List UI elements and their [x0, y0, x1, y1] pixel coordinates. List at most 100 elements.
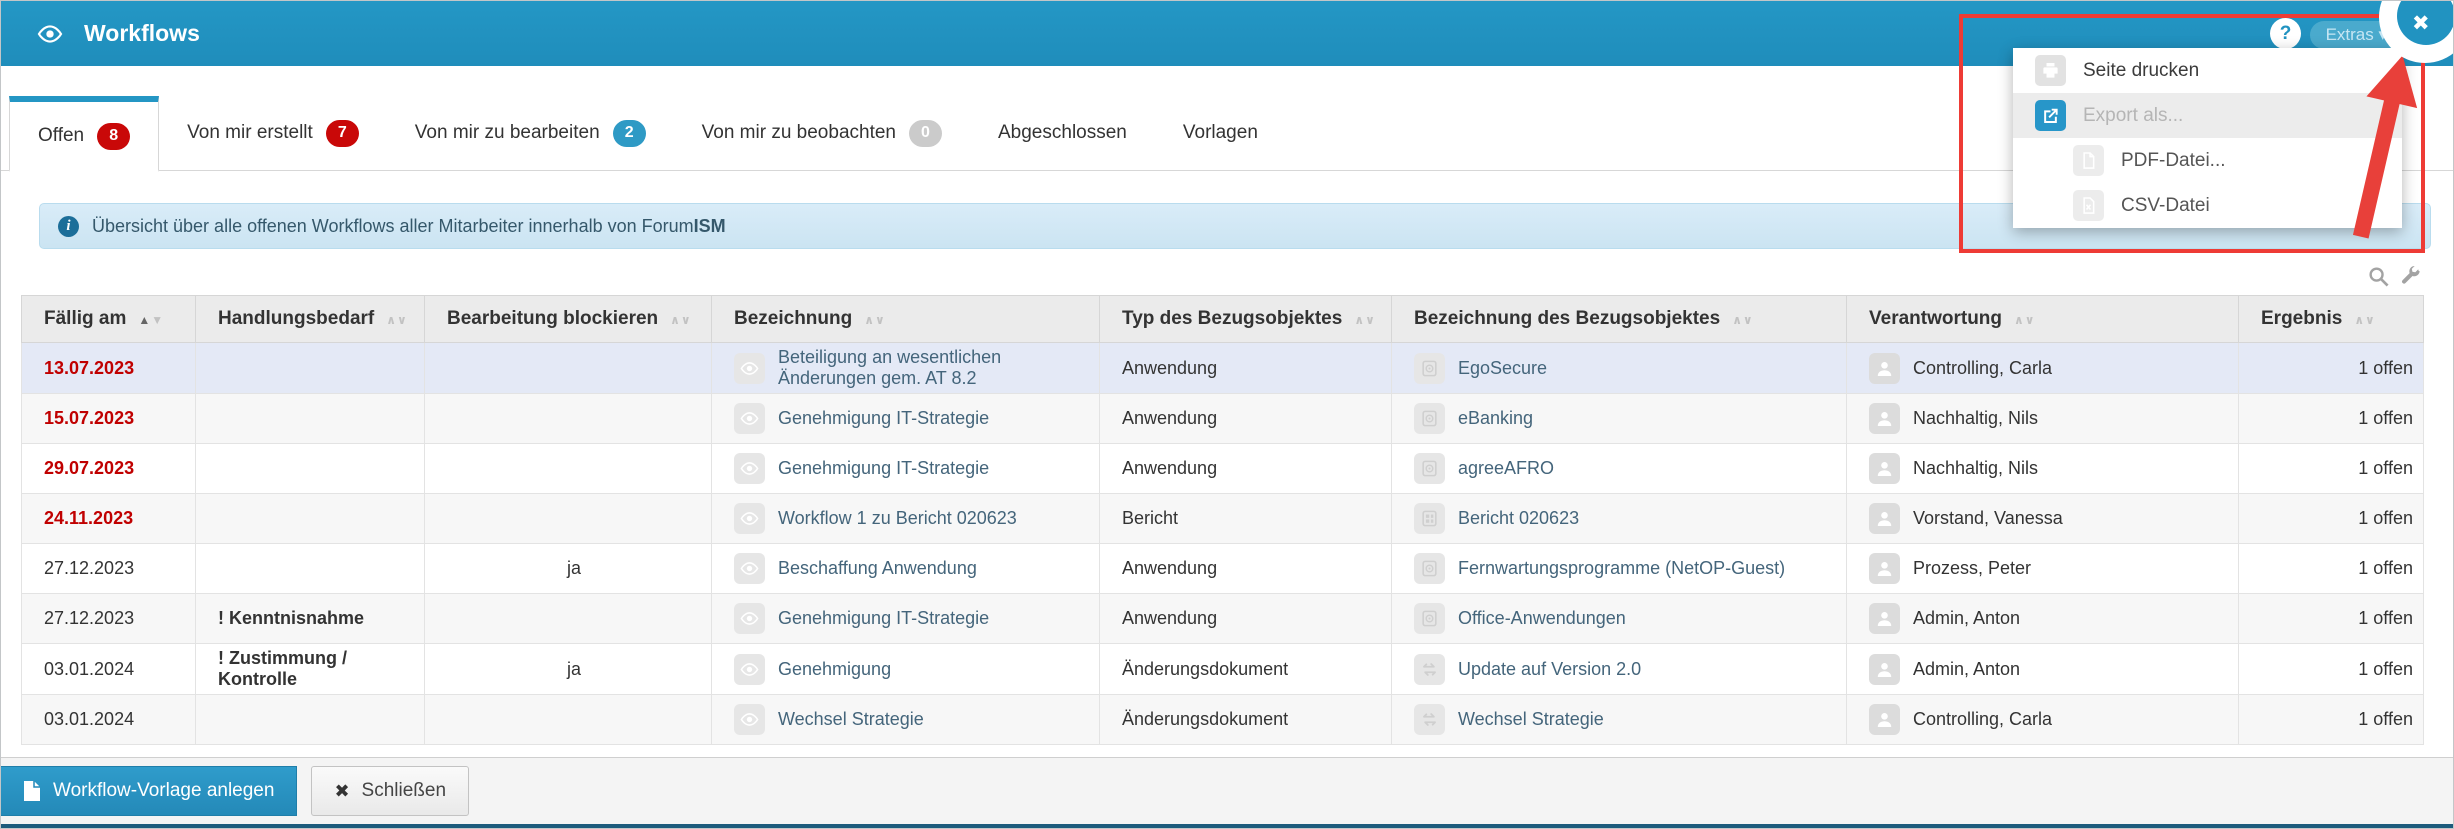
workflow-link[interactable]: Wechsel Strategie — [778, 709, 924, 729]
person-icon — [1869, 603, 1900, 634]
sort-icon[interactable]: ∧∨ — [386, 313, 408, 327]
sort-icon[interactable]: ∧∨ — [2354, 313, 2376, 327]
sort-icon[interactable]: ▲▼ — [138, 313, 165, 327]
tab-offen[interactable]: Offen 8 — [9, 96, 160, 172]
person-name[interactable]: Prozess, Peter — [1913, 558, 2032, 578]
column-header[interactable]: Bearbeitung blockieren ∧∨ — [424, 295, 712, 343]
cell-handlungsbedarf: ! Kenntnisnahme — [195, 593, 425, 644]
workflow-link[interactable]: Beteiligung an wesentlichen Änderungen g… — [778, 347, 1002, 388]
window-close-button[interactable]: ✖ — [2397, 1, 2453, 45]
create-workflow-template-button[interactable]: Workflow-Vorlage anlegen — [1, 766, 298, 816]
tab-von-mir-erstellt[interactable]: Von mir erstellt 7 — [159, 96, 387, 170]
help-button[interactable]: ? — [2270, 18, 2301, 49]
column-header[interactable]: Bezeichnung ∧∨ — [711, 295, 1100, 343]
workflow-link[interactable]: Genehmigung IT-Strategie — [778, 408, 990, 428]
app-icon — [1414, 352, 1445, 384]
menu-item-csv-datei[interactable]: CSV-Datei — [2013, 183, 2402, 228]
sort-icon[interactable]: ∧∨ — [1354, 313, 1376, 327]
menu-item-export-als[interactable]: Export als... — [2013, 93, 2402, 138]
cell-verantwortung[interactable]: Admin, Anton — [1846, 593, 2239, 644]
person-name[interactable]: Vorstand, Vanessa — [1913, 508, 2063, 528]
table-header-row: Fällig am ▲▼ Handlungsbedarf ∧∨ Bearbeitung … — [21, 295, 2424, 343]
sort-icon[interactable]: ∧∨ — [670, 313, 692, 327]
tab-vorlagen[interactable]: Vorlagen — [1155, 96, 1286, 170]
object-link[interactable]: Wechsel Strategie — [1458, 709, 1604, 729]
cell-verantwortung[interactable]: Nachhaltig, Nils — [1846, 393, 2239, 444]
tab-von-mir-zu-beobachten[interactable]: Von mir zu beobachten 0 — [674, 96, 970, 170]
cell-verantwortung[interactable]: Vorstand, Vanessa — [1846, 493, 2239, 544]
column-header[interactable]: Fällig am ▲▼ — [21, 295, 196, 343]
cell-bezeichnung[interactable]: Genehmigung — [711, 643, 1100, 695]
cell-bezeichnung-des-bezugsobjektes[interactable]: agreeAFRO — [1391, 443, 1847, 494]
cell-verantwortung[interactable]: Admin, Anton — [1846, 643, 2239, 695]
tab-abgeschlossen[interactable]: Abgeschlossen — [970, 96, 1155, 170]
object-link[interactable]: agreeAFRO — [1458, 458, 1555, 478]
object-link[interactable]: Update auf Version 2.0 — [1458, 658, 1642, 679]
cell-bezeichnung-des-bezugsobjektes[interactable]: Update auf Version 2.0 — [1391, 643, 1847, 695]
cell-bezeichnung[interactable]: Wechsel Strategie — [711, 694, 1100, 745]
table-row[interactable]: 24.11.2023 Workflow 1 zu Bericht 020623 Be… — [21, 493, 2424, 544]
workflow-link[interactable]: Beschaffung Anwendung — [778, 558, 977, 578]
object-link[interactable]: Fernwartungsprogramme (NetOP-Guest) — [1458, 558, 1786, 578]
cell-bezeichnung-des-bezugsobjektes[interactable]: Office-Anwendungen — [1391, 593, 1847, 644]
cell-bezeichnung[interactable]: Workflow 1 zu Bericht 020623 — [711, 493, 1100, 544]
cell-ergebnis: 1 offen — [2238, 643, 2424, 695]
sort-icon[interactable]: ∧∨ — [864, 313, 886, 327]
person-icon — [1869, 553, 1900, 584]
cell-verantwortung[interactable]: Controlling, Carla — [1846, 342, 2239, 394]
table-row[interactable]: 27.12.2023! Kenntnisnahme Genehmigung IT-… — [21, 593, 2424, 644]
cell-bezeichnung-des-bezugsobjektes[interactable]: eBanking — [1391, 393, 1847, 444]
person-name[interactable]: Nachhaltig, Nils — [1913, 408, 2039, 428]
cell-faellig-am: 27.12.2023 — [21, 543, 196, 594]
column-header[interactable]: Ergebnis ∧∨ — [2238, 295, 2424, 343]
sort-icon[interactable]: ∧∨ — [1732, 313, 1754, 327]
column-header[interactable]: Typ des Bezugsobjektes ∧∨ — [1099, 295, 1392, 343]
table-row[interactable]: 13.07.2023 Beteiligung an wesentlichen Än… — [21, 342, 2424, 394]
workflow-link[interactable]: Genehmigung IT-Strategie — [778, 608, 990, 628]
sort-icon[interactable]: ∧∨ — [2014, 313, 2036, 327]
table-row[interactable]: 03.01.2024! Zustimmung / Kontrolle ja Gene… — [21, 643, 2424, 695]
table-row[interactable]: 03.01.2024 Wechsel Strategie Änderungsdoku… — [21, 694, 2424, 745]
cell-verantwortung[interactable]: Prozess, Peter — [1846, 543, 2239, 594]
column-header[interactable]: Bezeichnung des Bezugsobjektes ∧∨ — [1391, 295, 1847, 343]
object-link[interactable]: EgoSecure — [1458, 357, 1548, 378]
eye-icon — [734, 403, 765, 434]
person-name[interactable]: Nachhaltig, Nils — [1913, 458, 2039, 478]
table-row[interactable]: 27.12.2023 ja Beschaffung Anwendung Anwendu… — [21, 543, 2424, 594]
workflow-link[interactable]: Genehmigung IT-Strategie — [778, 458, 990, 478]
menu-item-label: Seite drucken — [2083, 59, 2200, 81]
object-link[interactable]: Bericht 020623 — [1458, 508, 1580, 528]
table-row[interactable]: 15.07.2023 Genehmigung IT-Strategie Anwend… — [21, 393, 2424, 444]
cell-verantwortung[interactable]: Controlling, Carla — [1846, 694, 2239, 745]
object-link[interactable]: eBanking — [1458, 408, 1534, 428]
close-button[interactable]: ✖ Schließen — [311, 766, 470, 816]
cell-bezeichnung[interactable]: Beteiligung an wesentlichen Änderungen g… — [711, 342, 1100, 394]
cell-bezeichnung-des-bezugsobjektes[interactable]: Bericht 020623 — [1391, 493, 1847, 544]
workflow-link[interactable]: Workflow 1 zu Bericht 020623 — [778, 508, 1017, 528]
search-icon[interactable] — [2367, 265, 2390, 288]
cell-bezeichnung[interactable]: Genehmigung IT-Strategie — [711, 443, 1100, 494]
column-header[interactable]: Verantwortung ∧∨ — [1846, 295, 2239, 343]
person-name[interactable]: Admin, Anton — [1913, 658, 2021, 679]
cell-bezeichnung[interactable]: Beschaffung Anwendung — [711, 543, 1100, 594]
cell-bezeichnung[interactable]: Genehmigung IT-Strategie — [711, 593, 1100, 644]
menu-item-pdf-datei[interactable]: PDF-Datei... — [2013, 138, 2402, 183]
person-name[interactable]: Controlling, Carla — [1913, 709, 2053, 729]
cell-verantwortung[interactable]: Nachhaltig, Nils — [1846, 443, 2239, 494]
table-row[interactable]: 29.07.2023 Genehmigung IT-Strategie Anwend… — [21, 443, 2424, 494]
column-header[interactable]: Handlungsbedarf ∧∨ — [195, 295, 425, 343]
info-banner-text: Übersicht über alle offenen Workflows al… — [92, 215, 726, 236]
menu-item-seite-drucken[interactable]: Seite drucken — [2013, 48, 2402, 93]
object-link[interactable]: Office-Anwendungen — [1458, 608, 1626, 628]
tab-von-mir-zu-bearbeiten[interactable]: Von mir zu bearbeiten 2 — [387, 96, 674, 170]
cell-bezeichnung-des-bezugsobjektes[interactable]: Fernwartungsprogramme (NetOP-Guest) — [1391, 543, 1847, 594]
wrench-icon[interactable] — [2399, 265, 2422, 288]
cell-bezeichnung[interactable]: Genehmigung IT-Strategie — [711, 393, 1100, 444]
person-name[interactable]: Admin, Anton — [1913, 608, 2021, 628]
cell-bezeichnung-des-bezugsobjektes[interactable]: EgoSecure — [1391, 342, 1847, 394]
cell-ergebnis: 1 offen — [2238, 543, 2424, 594]
title-bar: Workflows ? Extras ▾ — [1, 1, 2453, 66]
workflow-link[interactable]: Genehmigung — [778, 658, 892, 679]
cell-bezeichnung-des-bezugsobjektes[interactable]: Wechsel Strategie — [1391, 694, 1847, 745]
person-name[interactable]: Controlling, Carla — [1913, 357, 2053, 378]
